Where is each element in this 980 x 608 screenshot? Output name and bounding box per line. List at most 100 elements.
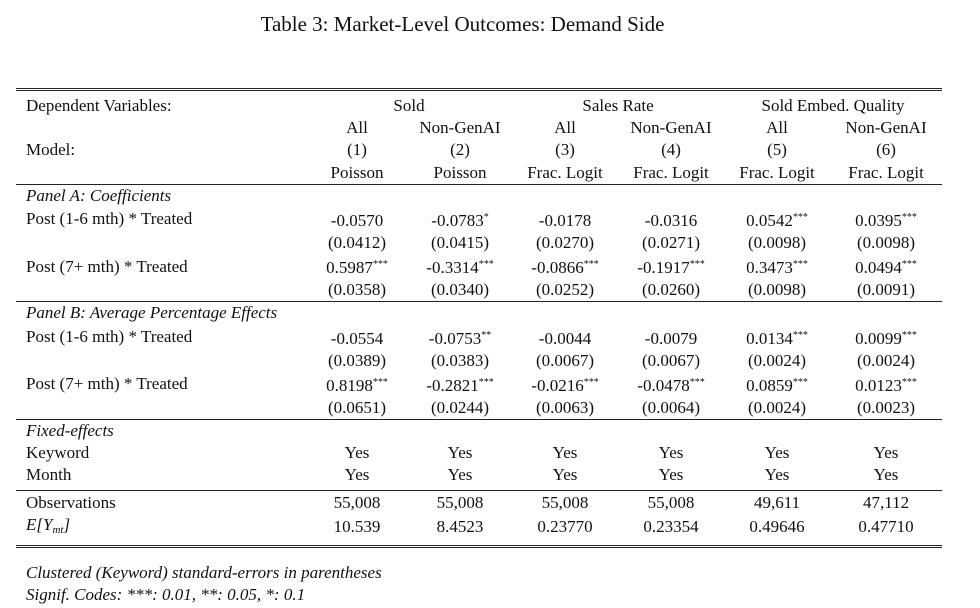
table-caption: Table 3: Market-Level Outcomes: Demand S… [260,12,665,36]
fe-row: Keyword Yes Yes Yes Yes Yes Yes [16,442,942,464]
coef-cell: 0.0859*** [746,375,808,395]
se-cell: (0.0412) [327,233,387,253]
obs-cell: 49,611 [724,490,831,514]
coef-cell: 0.0123*** [855,375,917,395]
se-row: (0.0389) (0.0383) (0.0067) (0.0067) (0.0… [16,350,942,372]
mean-y-row: E[Ymt] 10.539 8.4523 0.23770 0.23354 0.4… [16,514,942,547]
row-label: Month [26,465,72,485]
results-table: Dependent Variables: Sold Sales Rate Sol… [16,88,943,550]
model-type: Frac. Logit [527,162,603,182]
se-cell: (0.0271) [641,233,701,253]
note-standard-errors: Clustered (Keyword) standard-errors in p… [26,563,382,582]
row-label: Post (1-6 mth) * Treated [26,209,193,229]
coef-cell: 0.0099*** [855,328,917,348]
panel-a-title: Panel A: Coefficients [16,183,943,207]
fe-cell: Yes [658,465,684,485]
model-num: (4) [661,140,681,160]
subgroup-cell: All [766,118,788,138]
fe-cell: Yes [764,465,790,485]
fe-cell: Yes [764,443,790,463]
coef-cell: -0.1917*** [637,258,705,278]
panel-a-title-row: Panel A: Coefficients [16,183,943,207]
se-cell: (0.0023) [856,397,916,417]
model-type: Frac. Logit [848,162,924,182]
coef-row: Post (1-6 mth) * Treated -0.0570 -0.0783… [16,207,942,232]
observations-row: Observations 55,008 55,008 55,008 55,008… [16,490,943,514]
coef-cell: -0.3314*** [426,258,494,278]
se-cell: (0.0340) [430,280,490,300]
coef-cell: 0.0542*** [746,210,808,230]
mean-cell: 0.49646 [749,517,805,537]
se-cell: (0.0098) [856,233,916,253]
mean-cell: 10.539 [333,517,381,537]
group-sold: Sold [306,88,512,118]
panel-b-title-row: Panel B: Average Percentage Effects [16,301,943,325]
coef-cell: -0.0216*** [531,375,599,395]
coef-cell: 0.8198*** [326,375,388,395]
header-model-num-row: Model: (1) (2) (3) (4) (5) (6) [16,139,942,161]
row-label: Post (7+ mth) * Treated [26,374,188,394]
fixed-effects-title-row: Fixed-effects [16,418,943,443]
mean-cell: 8.4523 [436,517,484,537]
mean-y-label: E[Ymt] [26,514,71,536]
model-num: (5) [767,140,787,160]
coef-cell: 0.0395*** [855,210,917,230]
fe-cell: Yes [552,443,578,463]
fe-cell: Yes [873,465,899,485]
coef-cell: 0.3473*** [746,258,808,278]
coef-cell: -0.0044 [538,328,592,348]
se-cell: (0.0064) [641,397,701,417]
model-type: Frac. Logit [633,162,709,182]
model-type: Poisson [330,162,384,182]
model-type: Poisson [433,162,487,182]
fixed-effects-title: Fixed-effects [16,418,943,443]
coef-cell: 0.0134*** [746,328,808,348]
coef-cell: -0.0079 [644,328,698,348]
coef-cell: -0.0316 [644,210,698,230]
fe-cell: Yes [873,443,899,463]
coef-cell: -0.0753** [428,328,492,348]
coef-cell: -0.0783* [431,210,489,230]
se-cell: (0.0270) [535,233,595,253]
model-num: (3) [555,140,575,160]
row-label: Observations [16,490,306,514]
fe-cell: Yes [552,465,578,485]
fe-cell: Yes [658,443,684,463]
subgroup-cell: Non-GenAI [630,118,712,138]
coef-row: Post (7+ mth) * Treated 0.8198*** -0.282… [16,372,942,397]
coef-cell: 0.0494*** [855,258,917,278]
subgroup-cell: Non-GenAI [419,118,501,138]
se-row: (0.0651) (0.0244) (0.0063) (0.0064) (0.0… [16,397,942,420]
mean-cell: 0.23770 [537,517,593,537]
obs-cell: 55,008 [512,490,618,514]
se-cell: (0.0024) [856,350,916,370]
subgroup-cell: All [554,118,576,138]
header-group-row: Dependent Variables: Sold Sales Rate Sol… [16,88,943,118]
fe-cell: Yes [447,443,473,463]
se-cell: (0.0244) [430,397,490,417]
se-cell: (0.0067) [641,350,701,370]
se-cell: (0.0252) [535,280,595,300]
se-cell: (0.0389) [327,350,387,370]
obs-cell: 55,008 [306,490,408,514]
note-signif-codes: Signif. Codes: ***: 0.01, **: 0.05, *: 0… [26,585,306,604]
se-row: (0.0412) (0.0415) (0.0270) (0.0271) (0.0… [16,232,942,254]
model-num: (2) [450,140,470,160]
bottom-rule-row [16,544,943,550]
fe-row: Month Yes Yes Yes Yes Yes Yes [16,464,942,491]
coef-row: Post (7+ mth) * Treated 0.5987*** -0.331… [16,254,942,279]
row-label: Post (7+ mth) * Treated [26,256,188,276]
se-cell: (0.0358) [327,280,387,300]
coef-cell: -0.0554 [330,328,384,348]
fe-cell: Yes [344,465,370,485]
header-subgroup-row: All Non-GenAI All Non-GenAI All Non-GenA… [16,117,942,139]
row-label: Keyword [26,443,90,463]
se-cell: (0.0067) [535,350,595,370]
obs-cell: 55,008 [618,490,725,514]
panel-b-title: Panel B: Average Percentage Effects [16,301,943,325]
fe-cell: Yes [447,465,473,485]
mean-cell: 0.47710 [858,517,914,537]
subgroup-cell: All [346,118,368,138]
subgroup-cell: Non-GenAI [845,118,927,138]
coef-cell: -0.2821*** [426,375,494,395]
